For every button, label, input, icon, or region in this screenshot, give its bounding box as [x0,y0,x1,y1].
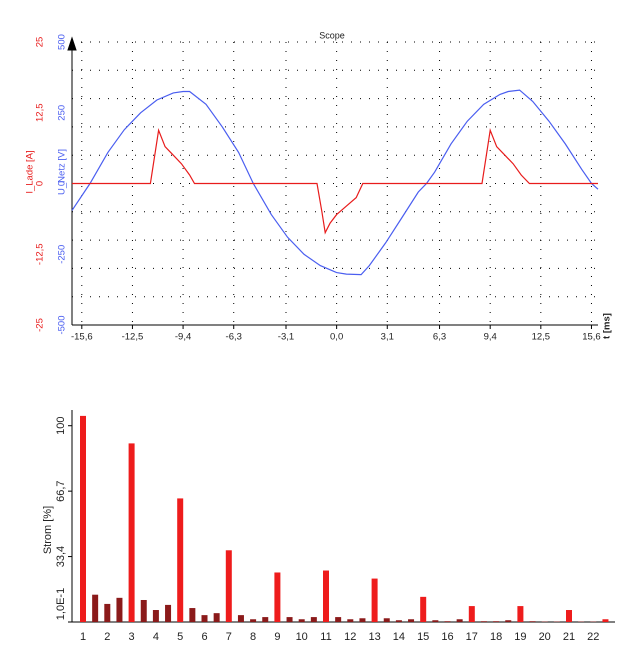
bar [480,621,487,622]
bar [444,621,451,622]
bar [517,606,524,622]
bar [201,615,208,622]
x-tick-label: 1 [80,631,86,643]
x-tick-label: -12,5 [122,332,144,343]
x-tick-label: 8 [250,631,256,643]
x-tick-label: 3 [129,631,135,643]
bar [359,618,366,622]
y2-tick-label: -25 [35,318,46,332]
x-tick-label: 14 [393,631,405,643]
bar [456,619,463,622]
y-tick-label: 33,4 [55,546,67,567]
bar [189,608,196,622]
x-tick-label: 16 [441,631,453,643]
bar [395,620,402,622]
bar [262,617,269,622]
x-axis-label: t [ms] [602,313,613,339]
bar [128,443,135,622]
y2-tick-label: -12,5 [35,243,46,265]
series-line [71,89,599,276]
bar [213,613,220,622]
bar [92,594,99,622]
y-tick-label: 1,0E-1 [55,588,67,620]
x-tick-label: 0,0 [330,332,343,343]
y-tick-label: 250 [57,105,68,121]
bar [310,617,317,622]
x-tick-label: 4 [153,631,159,643]
x-tick-label: 15,6 [582,332,601,343]
series-line [72,128,598,235]
bar [383,618,390,622]
bar [116,597,123,622]
chart-title: Scope [319,30,345,40]
bar [323,570,329,622]
bar [80,415,86,622]
bar [602,619,609,622]
x-tick-label: 5 [177,631,183,643]
x-tick-label: 3,1 [381,332,394,343]
y-axis-label: U_Netz [V] [57,149,68,195]
bar [505,620,512,622]
bar [298,619,305,622]
x-tick-label: -3,1 [278,332,294,343]
x-tick-label: 22 [587,631,599,643]
x-tick-label: 9 [274,631,280,643]
y-tick-label: 500 [57,34,68,50]
x-tick-label: -15,6 [71,332,93,343]
y2-tick-label: 0 [35,181,46,186]
x-tick-label: 17 [466,631,478,643]
y-tick-label: 66,7 [55,480,67,501]
y2-axis-label: I_Lade [A] [25,150,36,193]
bar [371,578,378,622]
x-tick-label: 13 [368,631,380,643]
y-tick-label: 0 [57,181,68,186]
bar [274,572,281,622]
x-tick-label: 12,5 [532,332,551,343]
bar [152,610,159,622]
y2-tick-label: 12,5 [35,104,46,123]
x-tick-label: 2 [104,631,110,643]
x-tick-label: 6 [201,631,207,643]
y-tick-label: -250 [57,245,68,264]
bar [347,619,354,622]
y-axis-label: Strom [%] [42,506,54,554]
bar [529,621,536,622]
bar [468,606,475,622]
y-axis-arrow [67,36,77,325]
bar [566,610,572,622]
bar [420,596,427,622]
x-tick-label: 20 [539,631,551,643]
bar [286,617,293,622]
bar [237,615,244,622]
x-tick-label: 9,4 [484,332,497,343]
bar [493,621,500,622]
bar [335,617,342,622]
y-tick-label: 100 [55,417,67,435]
x-tick-label: 10 [296,631,308,643]
bar [140,599,147,622]
x-tick-label: -6,3 [226,332,242,343]
x-tick-label: 11 [320,631,331,643]
y2-tick-label: 25 [35,37,46,48]
x-tick-label: 6,3 [433,332,446,343]
x-tick-label: -9,4 [175,332,191,343]
x-tick-label: 21 [563,631,575,643]
x-tick-label: 15 [417,631,429,643]
bar [225,550,232,622]
bar [408,619,415,622]
bar [177,498,184,622]
x-tick-label: 12 [344,631,356,643]
bar [250,619,257,622]
bar [165,604,172,622]
y-tick-label: -500 [57,315,68,334]
bar [432,620,439,622]
x-tick-label: 18 [490,631,502,643]
bar [104,603,111,622]
x-tick-label: 7 [226,631,232,643]
x-tick-label: 19 [514,631,526,643]
